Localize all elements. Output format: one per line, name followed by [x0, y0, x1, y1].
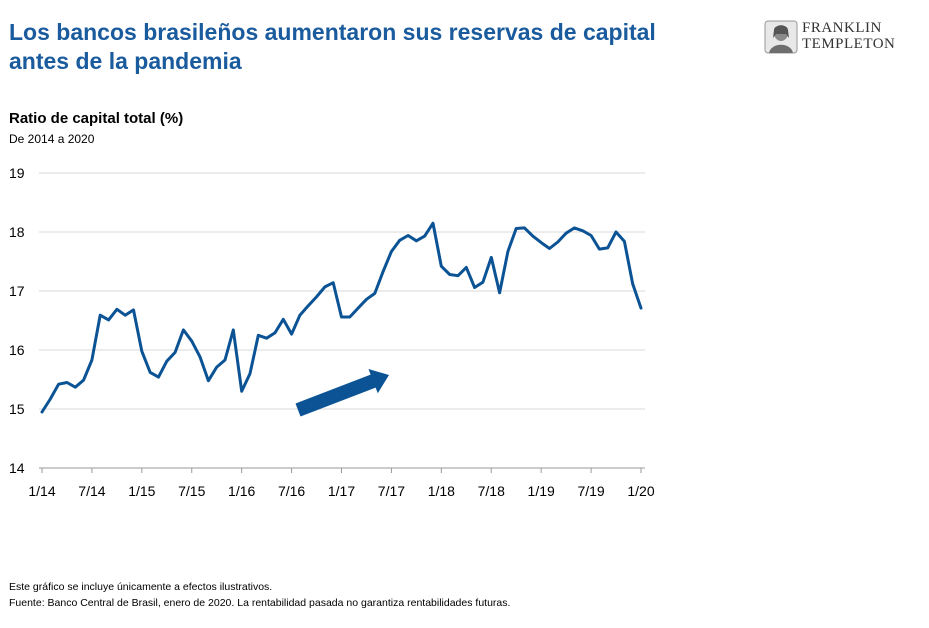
x-tick-label: 7/17 [378, 483, 405, 499]
capital-ratio-line [40, 221, 643, 414]
title-line-2: antes de la pandemia [9, 48, 242, 74]
x-tick-label: 1/14 [28, 483, 55, 499]
x-tick-label: 1/18 [428, 483, 455, 499]
x-tick-label: 7/19 [577, 483, 604, 499]
source-note: Fuente: Banco Central de Brasil, enero d… [9, 597, 511, 609]
y-tick-label: 16 [9, 342, 25, 358]
y-tick-label: 15 [9, 401, 25, 417]
x-tick-label: 1/19 [528, 483, 555, 499]
y-tick-label: 17 [9, 283, 25, 299]
x-axis: 1/14 7/14 1/15 7/15 1/16 7/16 1/17 7/17 1/18 7/18… [28, 467, 655, 499]
series-layer [40, 221, 643, 414]
franklin-portrait-icon [764, 20, 798, 54]
x-tick-label: 1/15 [128, 483, 155, 499]
upward-trend-arrow [295, 369, 389, 417]
y-tick-label: 18 [9, 224, 25, 240]
franklin-templeton-logo: FRANKLIN TEMPLETON [764, 20, 914, 60]
logo-line-1: FRANKLIN [802, 20, 882, 36]
grid-lines [39, 172, 645, 410]
x-tick-label: 7/14 [78, 483, 105, 499]
footnotes: Este gráfico se incluye únicamente a efe… [9, 579, 510, 611]
y-tick-label: 14 [9, 460, 25, 476]
x-tick-label: 7/16 [278, 483, 305, 499]
x-tick-label: 1/16 [228, 483, 255, 499]
y-tick-label: 19 [9, 165, 25, 181]
chart-title: Los bancos brasileños aumentaron sus res… [9, 18, 729, 76]
illustrative-note: Este gráfico se incluye únicamente a efe… [9, 581, 273, 593]
x-tick-label: 1/20 [627, 483, 654, 499]
x-tick-label: 7/18 [478, 483, 505, 499]
y-axis-ticks: 14 15 16 17 18 19 [9, 165, 25, 476]
title-line-1: Los bancos brasileños aumentaron sus res… [9, 19, 656, 45]
trend-arrow-shape [295, 369, 389, 417]
chart-period: De 2014 a 2020 [9, 132, 95, 146]
logo-line-2: TEMPLETON [802, 36, 896, 52]
logo-wordmark: FRANKLIN TEMPLETON [802, 20, 895, 52]
x-tick-label: 1/17 [328, 483, 355, 499]
chart-y-title: Ratio de capital total (%) [9, 110, 184, 127]
x-tick-label: 7/15 [178, 483, 205, 499]
